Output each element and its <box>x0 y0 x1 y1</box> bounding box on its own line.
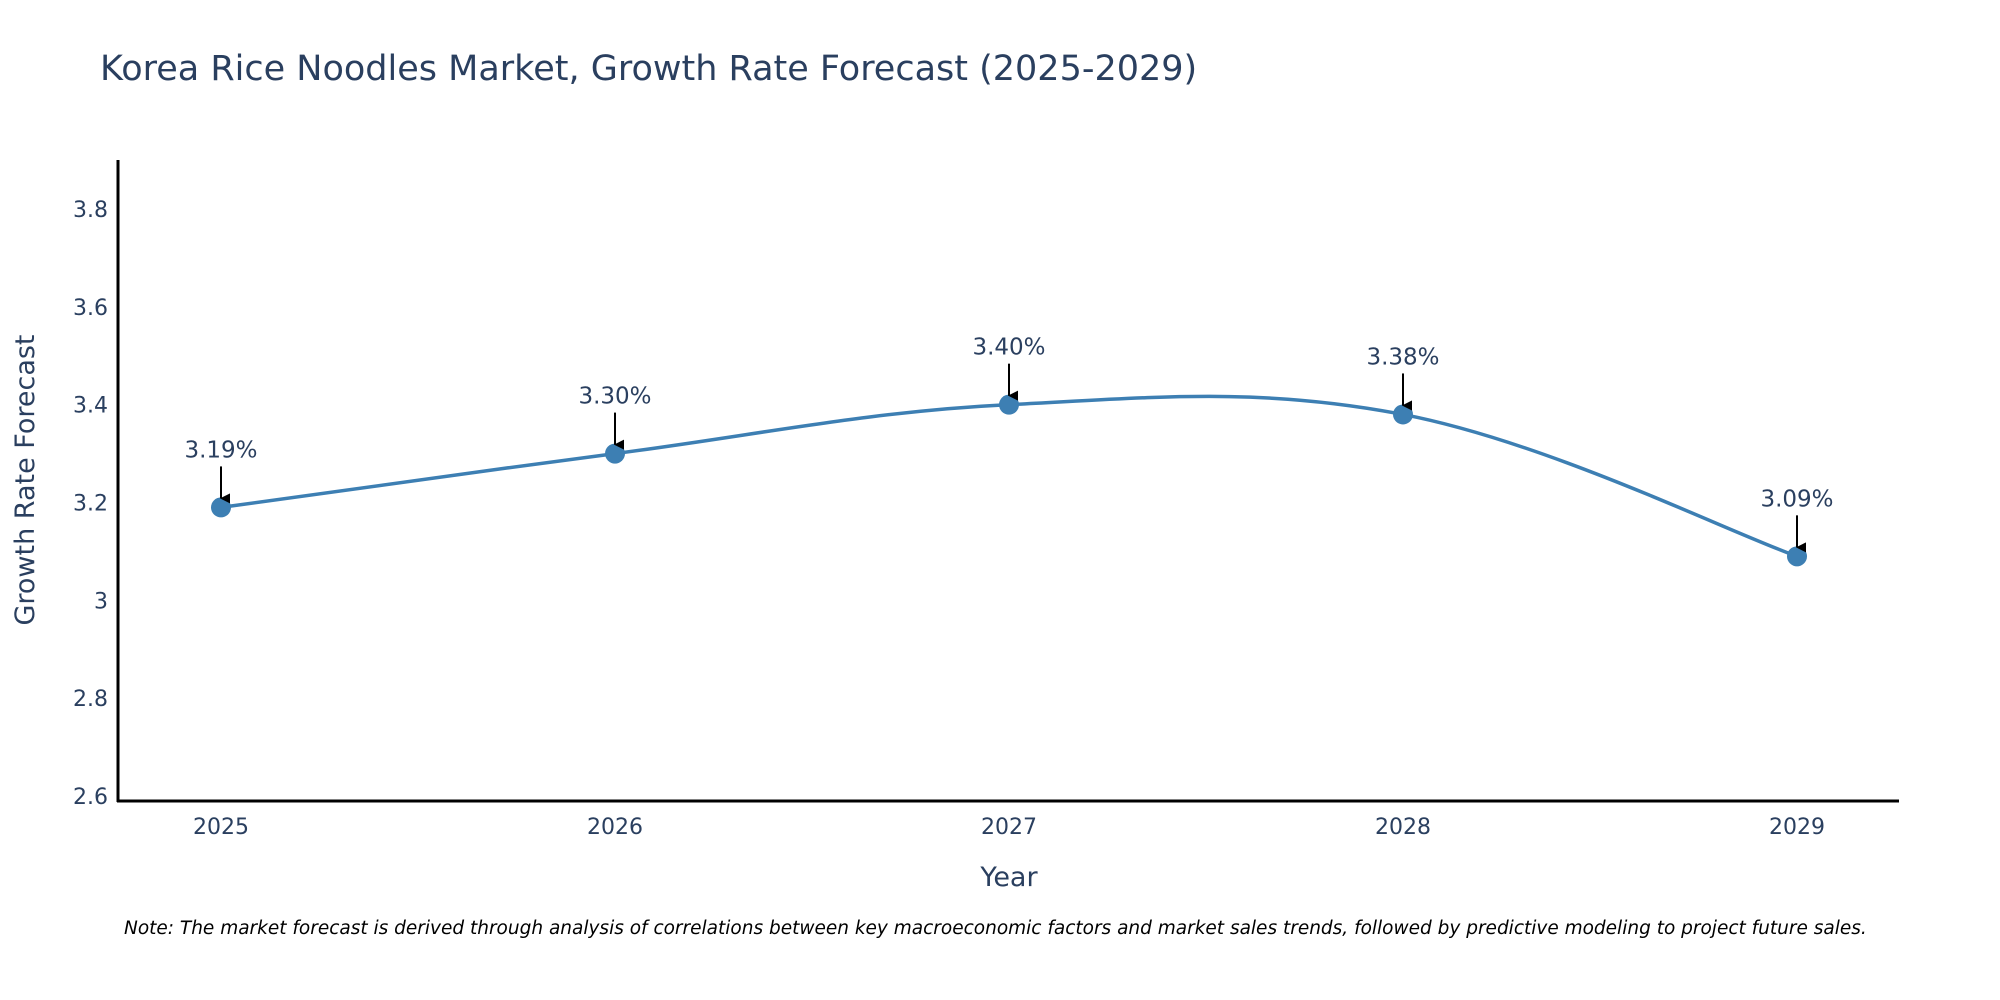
y-tick-label: 3.2 <box>73 492 108 517</box>
y-tick-label: 3.4 <box>73 394 108 419</box>
data-annotations: 3.19% 3.30% 3.40% 3.38% 3.09% <box>184 335 1834 553</box>
y-tick-label: 3.6 <box>73 296 108 321</box>
data-point <box>211 497 231 518</box>
data-label: 3.38% <box>1366 344 1439 370</box>
data-label: 3.19% <box>184 437 257 463</box>
footnote: Note: The market forecast is derived thr… <box>124 918 1867 939</box>
y-tick-label: 3 <box>94 589 108 614</box>
series-line <box>220 394 1798 558</box>
x-tick-label: 2028 <box>1375 815 1431 840</box>
y-axis-title: Growth Rate Forecast <box>10 334 41 625</box>
data-label: 3.09% <box>1760 486 1833 512</box>
x-tick-label: 2026 <box>587 815 643 840</box>
y-axis-ticks: 2.6 2.8 3 3.2 3.4 3.6 3.8 <box>73 198 108 810</box>
y-tick-label: 3.8 <box>73 198 108 223</box>
x-tick-label: 2025 <box>193 815 249 840</box>
data-label: 3.30% <box>578 384 651 410</box>
y-tick-label: 2.6 <box>73 785 108 810</box>
data-point <box>605 443 625 464</box>
data-label: 3.40% <box>972 335 1045 361</box>
x-axis-title: Year <box>979 862 1038 893</box>
data-point <box>1393 404 1413 425</box>
y-tick-label: 2.8 <box>73 687 108 712</box>
x-axis-ticks: 2025 2026 2027 2028 2029 <box>193 815 1825 840</box>
x-tick-label: 2027 <box>981 815 1037 840</box>
data-point <box>1787 546 1807 567</box>
data-point <box>999 394 1019 415</box>
data-points <box>211 394 1807 567</box>
chart-title: Korea Rice Noodles Market, Growth Rate F… <box>100 49 1197 89</box>
x-tick-label: 2029 <box>1769 815 1825 840</box>
